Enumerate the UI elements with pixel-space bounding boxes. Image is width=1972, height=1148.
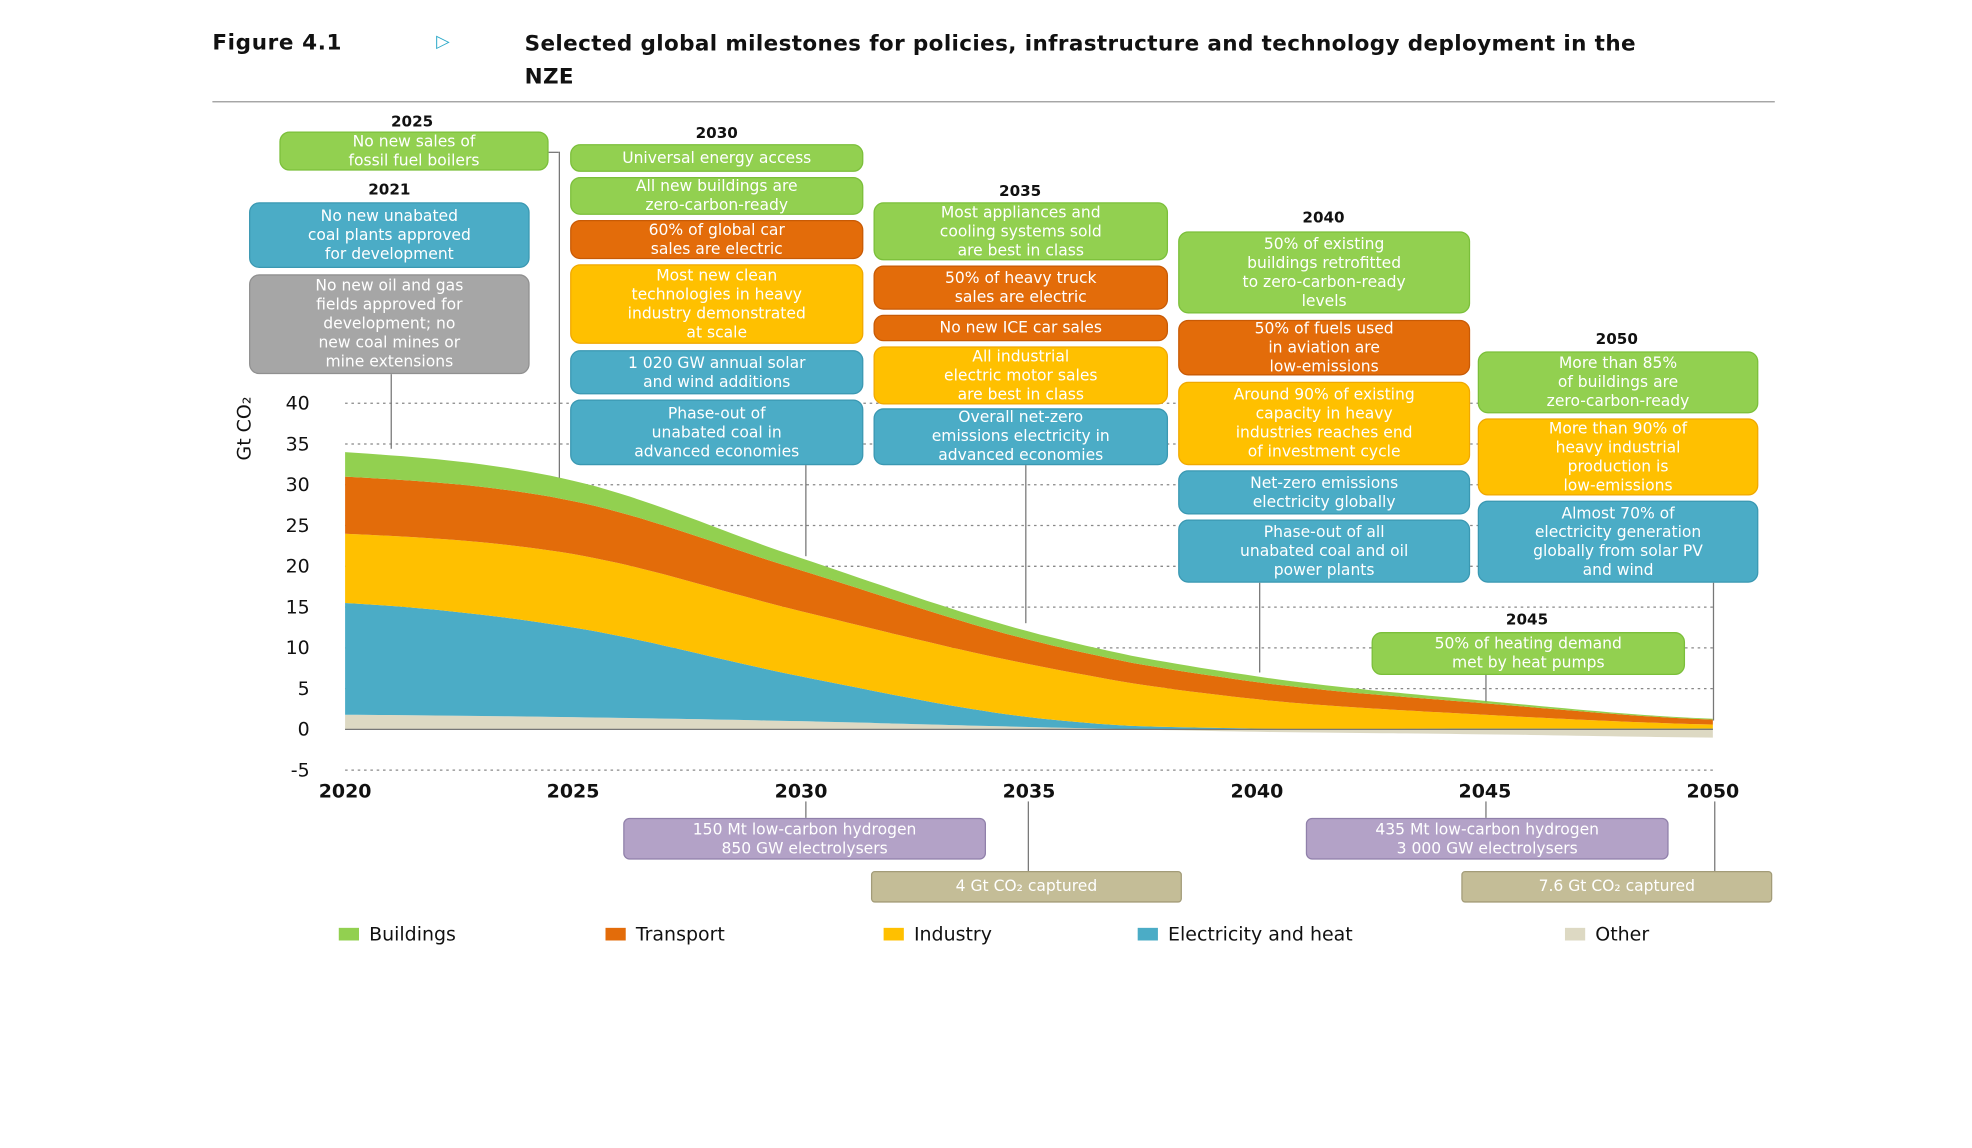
milestone-box: Most new clean technologies in heavy ind… (570, 264, 864, 344)
figure-number: Figure 4.1 (212, 30, 343, 56)
x-tick-label: 2035 (1003, 781, 1056, 803)
y-tick-label: -5 (291, 759, 310, 781)
legend-label: Buildings (369, 922, 456, 946)
y-tick-label: 35 (286, 433, 310, 455)
y-tick-label: 10 (286, 637, 310, 659)
milestone-box: 50% of existing buildings retrofitted to… (1178, 231, 1471, 314)
connector-line (1025, 465, 1027, 624)
year-label: 2045 (1505, 610, 1549, 629)
milestone-box: Net-zero emissions electricity globally (1178, 470, 1471, 515)
connector-line (548, 151, 559, 153)
connector-line (1485, 801, 1487, 818)
area-transport (345, 476, 1713, 725)
year-label: 2021 (368, 180, 411, 199)
legend-label: Electricity and heat (1168, 922, 1353, 946)
connector-line (805, 465, 807, 557)
milestone-box: No new unabated coal plants approved for… (249, 202, 530, 268)
milestone-box: Most appliances and cooling systems sold… (873, 202, 1169, 261)
title-divider (212, 101, 1775, 103)
y-tick-label: 30 (286, 474, 310, 496)
year-label: 2025 (390, 112, 434, 131)
milestone-box: 50% of fuels used in aviation are low-em… (1178, 319, 1471, 376)
co2-capture-milestone-box: 7.6 Gt CO₂ captured (1461, 870, 1773, 903)
legend-item-transport: Transport (605, 922, 725, 946)
legend-swatch (338, 927, 360, 941)
legend-item-buildings: Buildings (338, 922, 456, 946)
milestone-box: Around 90% of existing capacity in heavy… (1178, 381, 1471, 466)
co2-capture-milestone-box: 4 Gt CO₂ captured (870, 870, 1182, 903)
year-label: 2030 (695, 123, 738, 142)
x-tick-label: 2040 (1231, 781, 1284, 803)
milestone-box: 50% of heavy truck sales are electric (873, 265, 1169, 310)
milestone-box: More than 85% of buildings are zero-carb… (1477, 351, 1759, 414)
year-label: 2040 (1302, 208, 1345, 227)
connector-line (1485, 675, 1487, 702)
area-buildings (345, 452, 1713, 720)
area-other (345, 714, 1713, 738)
x-tick-label: 2025 (547, 781, 600, 803)
area-industry (345, 533, 1713, 730)
legend-swatch (1564, 927, 1586, 941)
milestone-box: No new sales of fossil fuel boilers (279, 131, 549, 171)
y-tick-label: 40 (286, 393, 310, 415)
x-tick-label: 2045 (1459, 781, 1512, 803)
milestone-box: No new oil and gas fields approved for d… (249, 274, 530, 375)
milestone-box: More than 90% of heavy industrial produc… (1477, 418, 1759, 496)
connector-line (1714, 801, 1716, 871)
triangle-right-icon: ▷ (436, 31, 450, 52)
legend-item-other: Other (1564, 922, 1650, 946)
legend-swatch (605, 927, 626, 941)
connector-line (1259, 582, 1261, 673)
milestone-box: All industrial electric motor sales are … (873, 346, 1169, 405)
year-label: 2035 (999, 182, 1042, 200)
milestone-box: Phase-out of unabated coal in advanced e… (570, 399, 864, 466)
milestone-box: 1 020 GW annual solar and wind additions (570, 350, 864, 395)
milestone-box: 50% of heating demand met by heat pumps (1371, 632, 1686, 676)
legend-swatch (1137, 927, 1158, 941)
milestone-box: Phase-out of all unabated coal and oil p… (1178, 519, 1471, 583)
hydrogen-milestone-box: 435 Mt low-carbon hydrogen 3 000 GW elec… (1305, 817, 1669, 860)
legend-item-industry: Industry (883, 922, 992, 946)
y-tick-label: 15 (286, 596, 310, 618)
connector-line (805, 801, 807, 818)
figure-title: Selected global milestones for policies,… (524, 31, 1636, 90)
legend-label: Transport (635, 922, 725, 946)
milestone-box: 60% of global car sales are electric (570, 219, 864, 260)
legend-label: Industry (913, 922, 992, 946)
y-tick-label: 25 (286, 515, 310, 537)
y-tick-label: 0 (298, 719, 310, 741)
milestone-box: No new ICE car sales (873, 314, 1169, 342)
milestone-box: Almost 70% of electricity generation glo… (1477, 500, 1759, 583)
connector-line (1712, 582, 1715, 721)
connector-line (1027, 801, 1029, 871)
x-tick-label: 2030 (775, 781, 828, 803)
y-tick-label: 20 (286, 556, 310, 578)
milestone-box: All new buildings are zero-carbon-ready (570, 176, 864, 215)
milestone-box: Overall net-zero emissions electricity i… (873, 408, 1169, 466)
x-tick-label: 2020 (319, 781, 372, 803)
area-electricity (345, 602, 1713, 730)
connector-line (390, 374, 392, 449)
y-axis-label: Gt CO₂ (232, 396, 256, 461)
year-label: 2050 (1595, 329, 1638, 348)
y-tick-label: 5 (298, 678, 310, 700)
legend-label: Other (1595, 922, 1650, 946)
hydrogen-milestone-box: 150 Mt low-carbon hydrogen 850 GW electr… (623, 817, 986, 860)
connector-line (558, 151, 560, 478)
milestone-box: Universal energy access (570, 144, 864, 172)
legend-swatch (883, 927, 904, 941)
x-tick-label: 2050 (1686, 781, 1739, 803)
legend-item-electricity: Electricity and heat (1137, 922, 1353, 946)
